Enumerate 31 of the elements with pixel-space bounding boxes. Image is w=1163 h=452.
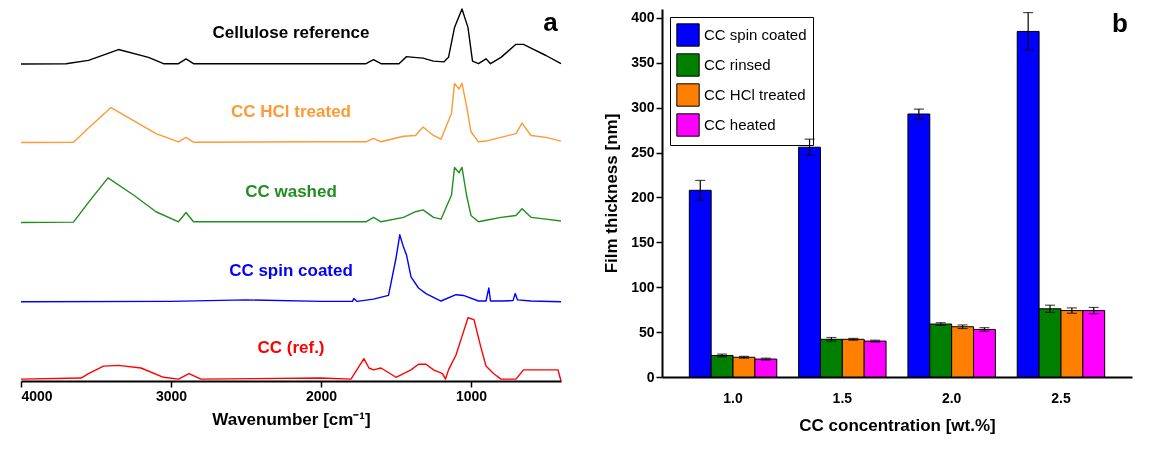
- annotation: a: [543, 7, 559, 38]
- x-tick-label: 1.5: [832, 389, 853, 406]
- y-tick-label: 400: [631, 9, 655, 26]
- y-tick-label: 300: [631, 99, 655, 116]
- series-label: CC (ref.): [257, 338, 325, 358]
- series-label: Cellulose reference: [212, 23, 370, 43]
- x-tick-label: 2000: [305, 387, 338, 404]
- y-tick-label: 50: [638, 323, 655, 340]
- x-tick-label: 2.5: [1051, 389, 1071, 406]
- y-axis-title: Film thickness [nm]: [602, 113, 622, 274]
- x-tick-label: 3000: [155, 387, 188, 404]
- y-tick-label: 350: [631, 54, 655, 71]
- y-tick-label: 100: [631, 278, 655, 295]
- x-tick-label: 2.0: [941, 389, 962, 406]
- x-tick-label: 4000: [21, 387, 53, 404]
- series-label: CC spin coated: [229, 260, 353, 280]
- legend-label: CC HCl treated: [704, 86, 806, 103]
- legend-label: CC heated: [704, 116, 776, 133]
- series-label: CC HCl treated: [231, 101, 351, 121]
- y-tick-label: 200: [631, 188, 655, 205]
- series-label: CC washed: [245, 181, 337, 201]
- y-tick-label: 0: [646, 368, 655, 385]
- x-tick-label: 1.0: [723, 389, 743, 406]
- legend-label: CC rinsed: [704, 56, 771, 73]
- x-tick-label: 1000: [455, 387, 488, 404]
- y-tick-label: 250: [631, 144, 655, 161]
- y-tick-label: 150: [631, 233, 655, 250]
- x-axis-title: CC concentration [wt.%]: [799, 415, 996, 435]
- x-axis-title: Wavenumber [cm⁻¹]: [212, 409, 371, 429]
- annotation: b: [1112, 8, 1128, 38]
- legend-label: CC spin coated: [704, 26, 807, 43]
